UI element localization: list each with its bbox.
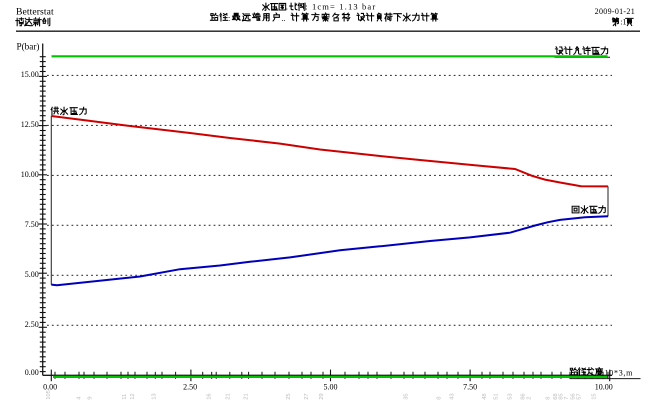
- svg-text:8: 8: [437, 397, 443, 400]
- svg-text:2.50: 2.50: [25, 320, 39, 329]
- svg-text:5.00: 5.00: [324, 382, 338, 391]
- svg-text:85: 85: [559, 393, 565, 399]
- svg-text:..: ..: [281, 14, 285, 23]
- svg-text:105: 105: [46, 390, 52, 400]
- svg-text:25: 25: [286, 393, 292, 399]
- svg-text:2009-01-21: 2009-01-21: [595, 7, 635, 16]
- svg-text:56: 56: [571, 393, 577, 399]
- svg-text:51: 51: [494, 393, 500, 399]
- svg-text:Betterstat: Betterstat: [16, 7, 54, 18]
- svg-text:29: 29: [319, 393, 325, 399]
- svg-text:35: 35: [404, 393, 410, 399]
- svg-text:68: 68: [553, 393, 559, 399]
- svg-text:13: 13: [152, 393, 158, 399]
- svg-text:0.00: 0.00: [25, 368, 39, 377]
- svg-text:43: 43: [450, 393, 456, 399]
- svg-text:7.50: 7.50: [25, 220, 39, 229]
- svg-text:86: 86: [521, 393, 527, 399]
- svg-text:53: 53: [508, 393, 514, 399]
- svg-text:21: 21: [244, 393, 250, 399]
- svg-text:10*3,m: 10*3,m: [605, 369, 634, 378]
- svg-text:27: 27: [304, 393, 310, 399]
- svg-text:57: 57: [577, 393, 583, 399]
- svg-text:16: 16: [207, 393, 213, 399]
- svg-text:2.50: 2.50: [183, 382, 197, 391]
- svg-text:P(bar): P(bar): [17, 42, 40, 52]
- svg-text:7.50: 7.50: [463, 382, 477, 391]
- svg-text:15.00: 15.00: [21, 70, 39, 79]
- svg-text:.: .: [286, 2, 288, 11]
- svg-text:10.00: 10.00: [595, 382, 613, 391]
- svg-text:4: 4: [77, 396, 83, 400]
- svg-text:15: 15: [592, 393, 598, 399]
- svg-text:21: 21: [226, 393, 232, 399]
- svg-text:0.00: 0.00: [43, 382, 57, 391]
- svg-text:12: 12: [130, 393, 136, 399]
- svg-text::: :: [228, 14, 230, 23]
- svg-text:: 1cm= 1.13 bar: : 1cm= 1.13 bar: [305, 1, 376, 11]
- svg-text:11: 11: [122, 394, 128, 400]
- svg-text:48: 48: [482, 393, 488, 399]
- svg-text::1: :1: [620, 18, 626, 27]
- svg-text:9: 9: [88, 397, 94, 400]
- svg-text:8: 8: [546, 397, 552, 400]
- svg-text:10.00: 10.00: [21, 170, 39, 179]
- svg-text:5.00: 5.00: [25, 270, 39, 279]
- svg-text:7: 7: [564, 397, 570, 400]
- svg-text:2: 2: [527, 397, 533, 400]
- svg-text:12.50: 12.50: [21, 120, 39, 129]
